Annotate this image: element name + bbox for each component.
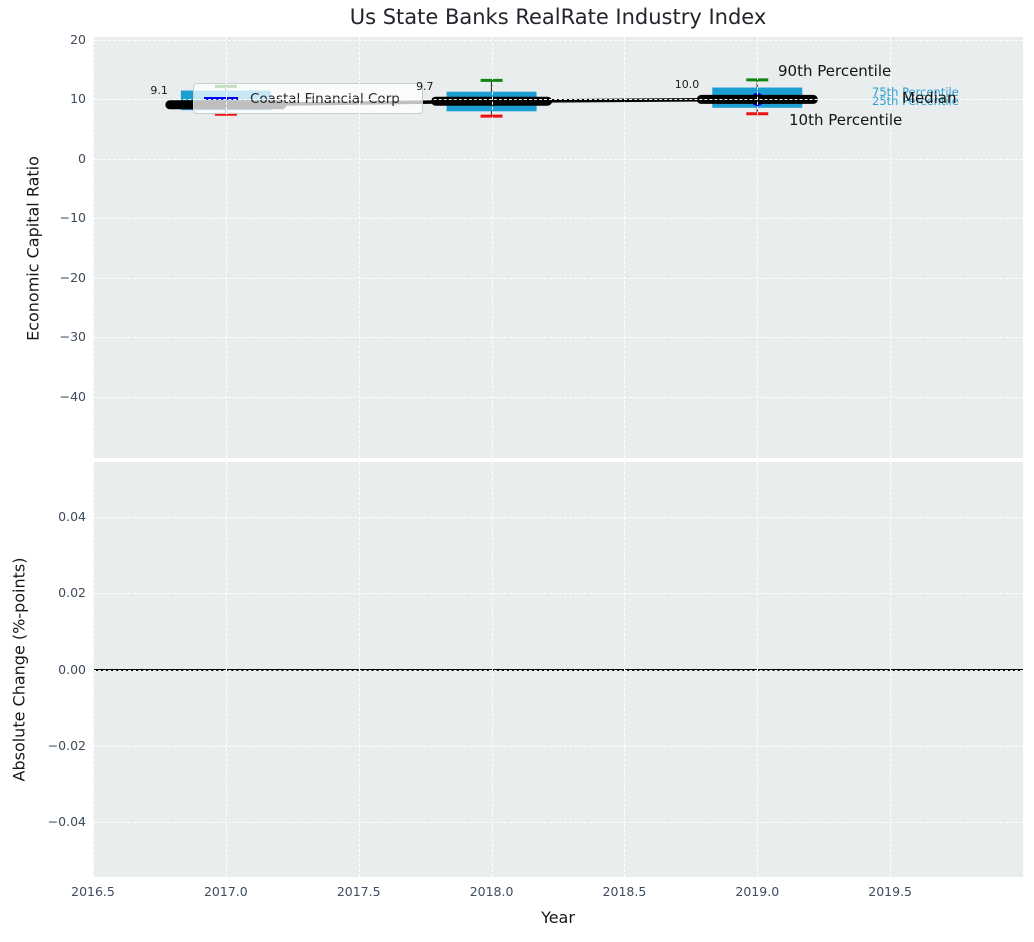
x-tick-label: 2018.5 bbox=[602, 884, 647, 899]
x-gridline bbox=[225, 37, 227, 458]
y-tick-label: −20 bbox=[59, 269, 86, 285]
y-tick-label: 0.00 bbox=[58, 661, 86, 677]
y-tick-label: 0 bbox=[78, 150, 86, 166]
company-value-label: 9.7 bbox=[416, 80, 434, 94]
chart-title: Us State Banks RealRate Industry Index bbox=[349, 5, 767, 29]
y-gridline bbox=[93, 745, 1023, 747]
y-gridline bbox=[93, 337, 1023, 339]
y-tick-label: −10 bbox=[59, 210, 86, 226]
y-tick-label: 0.02 bbox=[58, 585, 86, 601]
y-gridline bbox=[93, 158, 1023, 160]
annotation-median: Median bbox=[902, 89, 957, 107]
x-axis-label: Year bbox=[541, 908, 575, 927]
annotation-90th-percentile: 90th Percentile bbox=[778, 62, 892, 80]
y-tick-label: −40 bbox=[59, 388, 86, 404]
legend-label: Coastal Financial Corp bbox=[250, 90, 400, 107]
x-gridline bbox=[757, 37, 759, 458]
x-tick-label: 2018.0 bbox=[469, 884, 514, 899]
annotation-25th-percentile: 25th Percentile bbox=[872, 94, 959, 108]
x-tick-label: 2019.5 bbox=[868, 884, 913, 899]
annotation-10th-percentile: 10th Percentile bbox=[789, 111, 903, 129]
bottom-axes bbox=[93, 462, 1023, 877]
bottom-y-axis-label: Absolute Change (%-points) bbox=[9, 557, 29, 782]
y-tick-label: −30 bbox=[59, 329, 86, 345]
y-gridline bbox=[93, 821, 1023, 823]
y-gridline bbox=[93, 669, 1023, 671]
y-gridline bbox=[93, 396, 1023, 398]
y-gridline bbox=[93, 39, 1023, 41]
y-gridline bbox=[93, 218, 1023, 220]
y-gridline bbox=[93, 277, 1023, 279]
y-tick-label: 20 bbox=[70, 31, 86, 47]
x-tick-label: 2019.0 bbox=[735, 884, 780, 899]
y-tick-label: −0.04 bbox=[47, 813, 86, 829]
x-gridline bbox=[624, 37, 626, 458]
top-axes: Coastal Financial Corp bbox=[93, 37, 1023, 458]
y-tick-label: 0.04 bbox=[58, 509, 86, 525]
y-gridline bbox=[93, 517, 1023, 519]
x-tick-label: 2016.5 bbox=[71, 884, 115, 899]
legend-line-sample bbox=[204, 97, 238, 100]
x-tick-label: 2017.5 bbox=[336, 884, 381, 899]
x-gridline bbox=[93, 37, 94, 458]
y-tick-label: −0.02 bbox=[47, 737, 86, 753]
x-gridline bbox=[358, 37, 360, 458]
company-value-label: 9.1 bbox=[150, 83, 168, 97]
y-tick-label: 10 bbox=[70, 91, 86, 107]
x-gridline bbox=[491, 37, 493, 458]
annotation-75th-percentile: 75th Percentile bbox=[872, 85, 959, 99]
x-gridline bbox=[890, 37, 892, 458]
top-y-axis-label: Economic Capital Ratio bbox=[23, 156, 43, 341]
x-tick-label: 2017.0 bbox=[203, 884, 248, 899]
company-value-label: 10.0 bbox=[674, 78, 700, 92]
y-gridline bbox=[93, 593, 1023, 595]
y-gridline bbox=[93, 99, 1023, 101]
legend-box[interactable]: Coastal Financial Corp bbox=[193, 83, 423, 114]
